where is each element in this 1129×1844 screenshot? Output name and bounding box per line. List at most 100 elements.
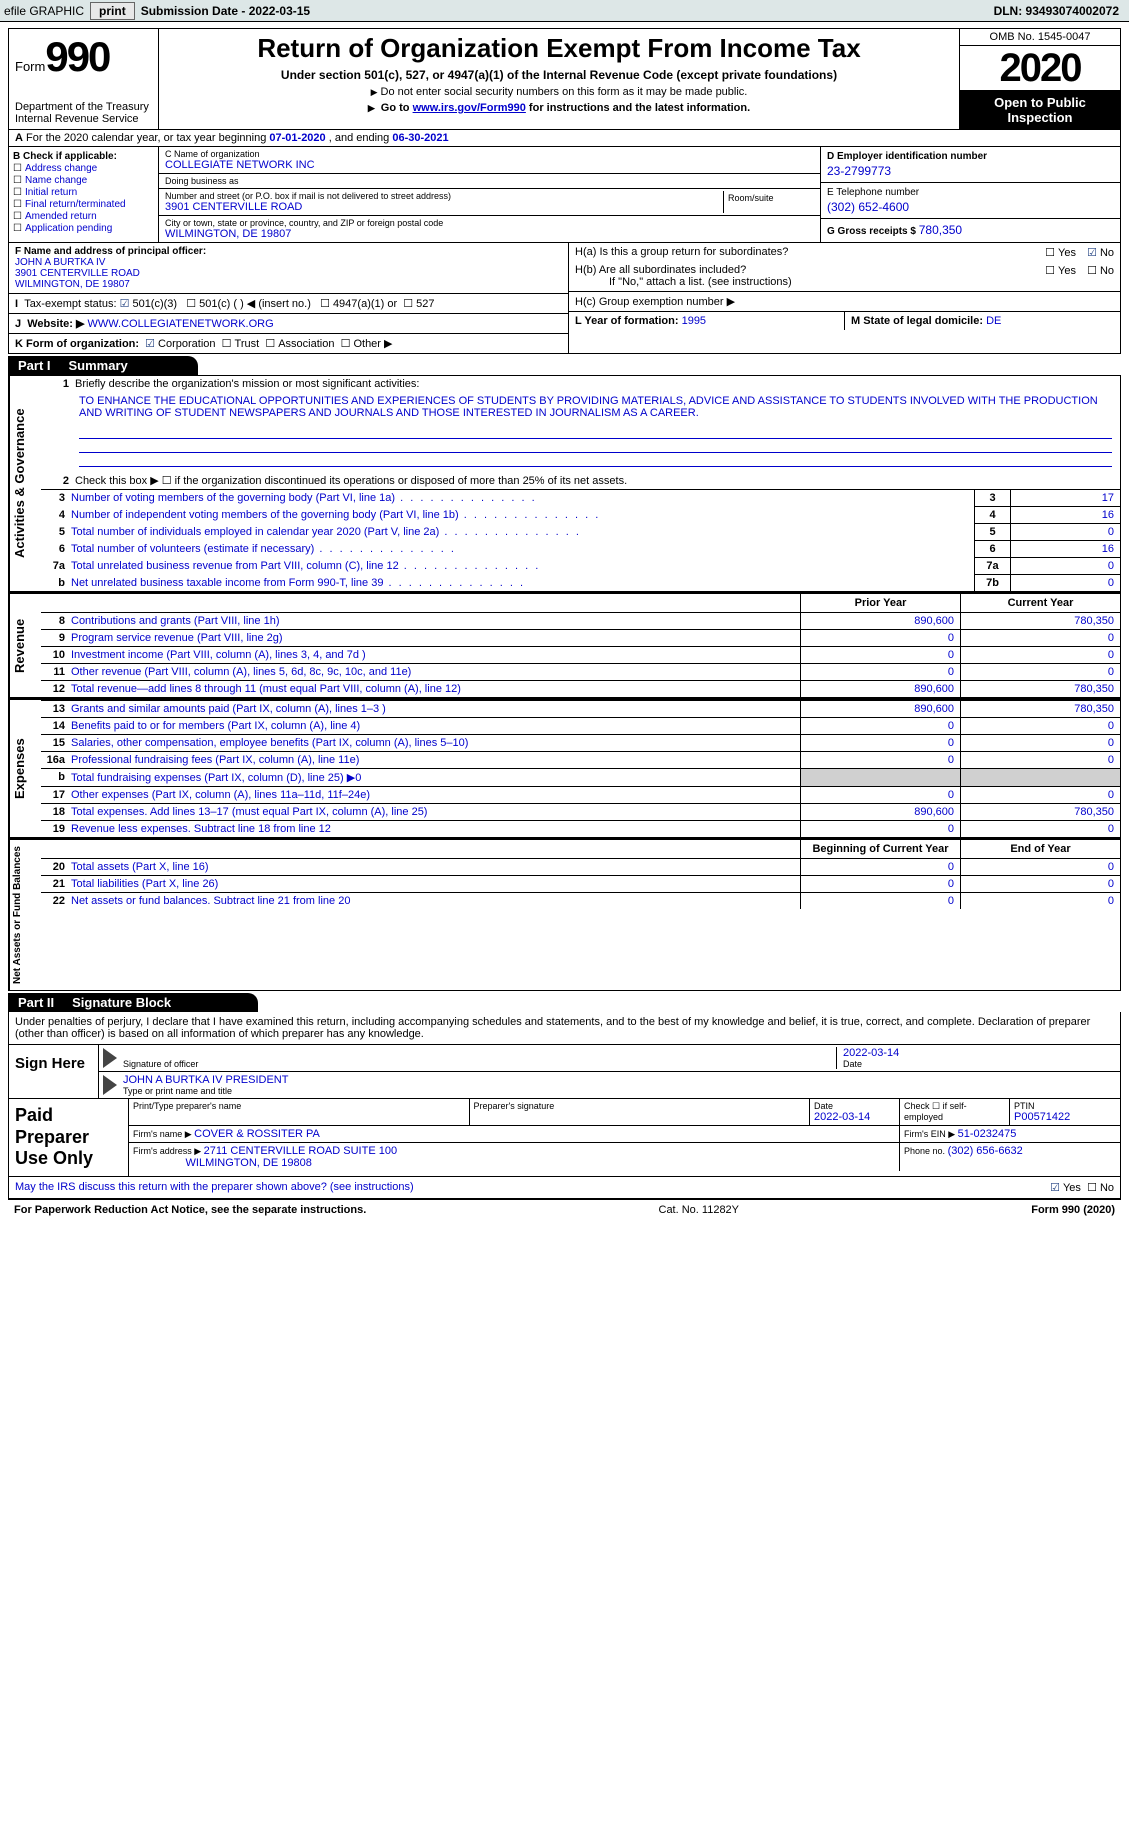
firm-addr-2: WILMINGTON, DE 19808 [186,1157,312,1169]
b-label: B Check if applicable: [13,151,154,162]
sig-date-value: 2022-03-14 [843,1047,1116,1059]
row-a-tax-year: A For the 2020 calendar year, or tax yea… [8,130,1121,147]
gross-receipts-row: G Gross receipts $ 780,350 [821,218,1120,241]
omb-number: OMB No. 1545-0047 [960,29,1120,46]
gov-row-7a: 7aTotal unrelated business revenue from … [41,557,1120,574]
page-footer: For Paperwork Reduction Act Notice, see … [8,1199,1121,1220]
subtitle-3: Go to www.irs.gov/Form990 for instructio… [167,102,951,114]
section-c: C Name of organization COLLEGIATE NETWOR… [159,147,820,242]
q2-text: Check this box ▶ ☐ if the organization d… [75,474,1116,487]
subtitle-1: Under section 501(c), 527, or 4947(a)(1)… [167,68,951,82]
firm-addr-1: 2711 CENTERVILLE ROAD SUITE 100 [204,1145,397,1157]
chk-name-change[interactable]: Name change [13,175,154,186]
firm-name-label: Firm's name ▶ [133,1129,192,1139]
hb-yes[interactable]: Yes [1045,265,1076,277]
street-label: Number and street (or P.O. box if mail i… [165,191,723,201]
form-number: Form990 [15,33,152,81]
fin-row-12: 12Total revenue—add lines 8 through 11 (… [41,680,1120,697]
header-mid: Return of Organization Exempt From Incom… [159,29,960,129]
firm-name-value: COVER & ROSSITER PA [194,1128,320,1140]
preparer-row-1: Print/Type preparer's name Preparer's si… [129,1099,1120,1126]
arrow-icon [103,1048,117,1068]
ha-no[interactable]: No [1087,247,1114,259]
prep-date-label: Date [814,1101,833,1111]
efile-label: efile GRAPHIC [4,4,84,18]
officer-name: JOHN A BURTKA IV [15,257,562,268]
line-2: 2 Check this box ▶ ☐ if the organization… [41,472,1120,489]
chk-address-change[interactable]: Address change [13,163,154,174]
name-title-label: Type or print name and title [123,1086,232,1096]
preparer-row-2: Firm's name ▶ COVER & ROSSITER PA Firm's… [129,1126,1120,1143]
irs-label: Internal Revenue Service [15,113,152,125]
current-year-head: Current Year [960,594,1120,612]
fin-row-20: 20Total assets (Part X, line 16)00 [41,858,1120,875]
chk-other[interactable]: Other ▶ [341,338,393,350]
hb-label: H(b) Are all subordinates included? [575,264,746,276]
org-name-label: C Name of organization [165,149,814,159]
org-name-value: COLLEGIATE NETWORK INC [165,159,814,171]
l-value: 1995 [682,315,706,327]
ein-row: D Employer identification number 23-2799… [821,147,1120,182]
officer-name-title: JOHN A BURTKA IV PRESIDENT [123,1074,1116,1086]
section-b-checkboxes: B Check if applicable: Address change Na… [9,147,159,242]
vlabel-expenses: Expenses [9,700,41,837]
na-header: Beginning of Current Year End of Year [41,840,1120,858]
section-l: L Year of formation: 1995 [569,312,845,330]
print-button[interactable]: print [90,2,135,20]
discuss-text: May the IRS discuss this return with the… [15,1181,1050,1194]
ha-yes[interactable]: Yes [1045,247,1076,259]
ein-label: D Employer identification number [827,151,1114,162]
prep-sig-label: Preparer's signature [474,1101,555,1111]
form-990-num: 990 [45,33,109,80]
signature-line: Signature of officer 2022-03-14 Date [99,1045,1120,1072]
firm-addr-label: Firm's address ▶ [133,1146,201,1156]
year-begin: 07-01-2020 [269,132,325,144]
part-1-title: Summary [69,358,128,373]
prep-selfemp[interactable]: Check ☐ if self-employed [904,1101,967,1122]
room-label: Room/suite [724,191,814,213]
net-assets-section: Net Assets or Fund Balances Beginning of… [8,838,1121,991]
revenue-header: Prior Year Current Year [41,594,1120,612]
org-name-row: C Name of organization COLLEGIATE NETWOR… [159,147,820,174]
hb-no[interactable]: No [1087,265,1114,277]
na-begin-head: Beginning of Current Year [800,840,960,858]
hb-note: If "No," attach a list. (see instruction… [575,276,1114,288]
chk-501c[interactable]: 501(c) ( ) ◀ (insert no.) [186,298,311,310]
open-public-badge: Open to Public Inspection [960,91,1120,129]
chk-application-pending[interactable]: Application pending [13,223,154,234]
sign-here-label: Sign Here [9,1045,99,1098]
na-end-head: End of Year [960,840,1120,858]
chk-initial-return[interactable]: Initial return [13,187,154,198]
fin-row-b: bTotal fundraising expenses (Part IX, co… [41,768,1120,786]
section-deg: D Employer identification number 23-2799… [820,147,1120,242]
chk-501c3[interactable]: 501(c)(3) [120,298,178,310]
gross-value: 780,350 [919,223,962,237]
fin-row-10: 10Investment income (Part VIII, column (… [41,646,1120,663]
chk-association[interactable]: Association [265,338,334,350]
chk-527[interactable]: 527 [403,298,434,310]
chk-4947[interactable]: 4947(a)(1) or [320,298,397,310]
chk-final-return[interactable]: Final return/terminated [13,199,154,210]
fhk-right: H(a) Is this a group return for subordin… [569,243,1120,353]
chk-trust[interactable]: Trust [222,338,260,350]
officer-city: WILMINGTON, DE 19807 [15,279,562,290]
part-2-num: Part II [14,995,58,1010]
gov-row-5: 5Total number of individuals employed in… [41,523,1120,540]
fhk-left: F Name and address of principal officer:… [9,243,569,353]
irs-link[interactable]: www.irs.gov/Form990 [413,102,526,114]
discuss-yes[interactable]: Yes [1050,1181,1081,1194]
i-label: Tax-exempt status: [24,298,116,310]
city-value: WILMINGTON, DE 19807 [165,228,814,240]
sig-officer-label: Signature of officer [123,1059,198,1069]
chk-amended-return[interactable]: Amended return [13,211,154,222]
gov-row-3: 3Number of voting members of the governi… [41,490,1120,506]
discuss-no[interactable]: No [1087,1181,1114,1194]
city-row: City or town, state or province, country… [159,216,820,242]
goto-suffix: for instructions and the latest informat… [526,102,750,114]
na-rows: 20Total assets (Part X, line 16)0021Tota… [41,858,1120,909]
firm-phone-label: Phone no. [904,1146,945,1156]
phone-label: E Telephone number [827,187,1114,198]
form-header: Form990 Department of the Treasury Inter… [8,28,1121,130]
chk-corporation[interactable]: Corporation [145,338,215,350]
mission-blank-3 [79,455,1112,467]
